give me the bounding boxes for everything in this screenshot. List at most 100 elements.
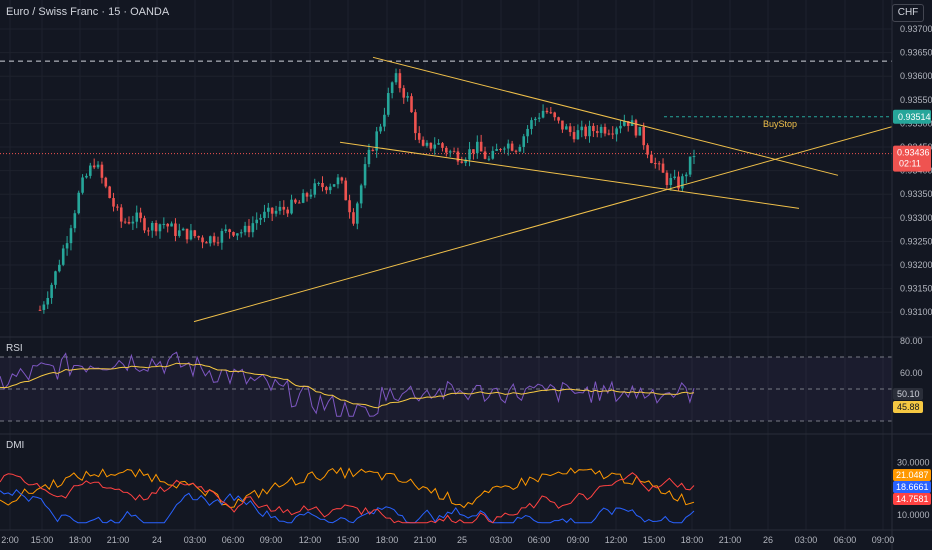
candle-body (119, 207, 123, 222)
candle-body (530, 120, 533, 129)
candle-body (495, 149, 498, 151)
candle-body (452, 151, 456, 153)
candle-body (681, 176, 684, 189)
time-tick-label: 26 (763, 535, 773, 545)
candle-body (73, 213, 77, 229)
candle-body (410, 96, 413, 113)
candle-body (309, 194, 313, 197)
dmi-tick-label: 30.0000 (897, 457, 930, 467)
candle-body (406, 96, 409, 98)
candle-body (282, 206, 286, 210)
candle-body (673, 176, 676, 179)
candle-body (483, 151, 487, 159)
candle-body (305, 193, 309, 197)
candle-body (278, 206, 282, 211)
price-tick-label: 0.93300 (900, 213, 932, 223)
price-tick-label: 0.93150 (900, 284, 932, 294)
candle-body (205, 242, 208, 244)
candle-body (112, 198, 115, 207)
candle-body (224, 229, 228, 232)
dmi-badge-bg (893, 469, 931, 481)
current-price-badge: 0.93436 (897, 148, 930, 158)
candle-body (325, 187, 328, 191)
adx-line (0, 466, 695, 509)
rsi-value-badge: 50.10 (897, 389, 920, 399)
time-tick-label: 06:00 (528, 535, 551, 545)
candle-body (669, 178, 673, 185)
currency-button[interactable]: CHF (892, 4, 924, 22)
candle-body (108, 186, 111, 199)
candle-body (270, 207, 274, 214)
candle-body (228, 229, 231, 233)
price-tick-label: 0.93550 (900, 95, 932, 105)
candle-body (139, 212, 142, 219)
candle-body (332, 184, 336, 187)
candle-body (208, 236, 212, 244)
candle-body (379, 126, 382, 132)
symbol-title[interactable]: Euro / Swiss Franc · 15 · OANDA (6, 6, 170, 18)
candle-body (162, 223, 166, 225)
candle-body (688, 156, 692, 175)
candle-body (104, 177, 108, 187)
candle-body (615, 128, 618, 135)
candle-body (398, 73, 402, 89)
candle-body (201, 237, 204, 243)
trendline (339, 141, 800, 209)
candle-body (479, 141, 483, 152)
trendline (372, 56, 839, 176)
candle-body (390, 82, 394, 94)
candle-body (665, 172, 669, 185)
candle-body (383, 114, 386, 127)
candle-body (197, 236, 200, 238)
candle-body (441, 143, 444, 148)
candle-body (464, 159, 467, 163)
dmi-tick-label: 10.0000 (897, 510, 930, 520)
candle-body (158, 224, 162, 232)
price-tick-label: 0.93700 (900, 24, 932, 34)
candle-body (170, 223, 173, 227)
time-tick-label: 25 (457, 535, 467, 545)
buystop-label: BuyStop (763, 119, 797, 129)
axis-labels: 0.937000.936500.936000.935500.935000.934… (1, 24, 932, 545)
candle-body (623, 121, 626, 126)
rsi-line (0, 351, 695, 417)
candle-body (267, 207, 270, 212)
candle-body (328, 186, 332, 191)
candle-body (77, 192, 80, 214)
time-tick-label: 09:00 (567, 535, 590, 545)
time-tick-label: 18:00 (376, 535, 399, 545)
trendline (193, 126, 893, 323)
candle-body (661, 163, 665, 173)
candle-body (549, 112, 553, 114)
price-tick-label: 0.93100 (900, 307, 932, 317)
candle-body (251, 223, 255, 233)
candle-body (595, 131, 599, 133)
candle-body (189, 230, 193, 240)
candle-body (386, 93, 390, 115)
rsi-ma-line (0, 362, 695, 409)
candle-body (54, 271, 57, 285)
candle-body (646, 145, 649, 155)
candle-body (96, 164, 100, 168)
dmi-label[interactable]: DMI (6, 440, 25, 451)
candle-body (58, 264, 61, 272)
candle-body (255, 219, 259, 224)
candle-body (123, 221, 127, 223)
candle-body (150, 222, 154, 231)
candle-body (263, 211, 266, 219)
price-pane: BuyStop (0, 60, 892, 314)
dmi-minus-line (0, 472, 695, 524)
candle-body (654, 163, 657, 165)
candle-body (356, 203, 359, 224)
candle-body (274, 210, 278, 214)
candle-body (367, 149, 371, 165)
time-tick-label: 09:00 (260, 535, 283, 545)
time-tick-label: 06:00 (222, 535, 245, 545)
candle-body (259, 218, 262, 220)
candle-body (220, 231, 224, 243)
rsi-label[interactable]: RSI (6, 343, 23, 354)
candle-body (181, 228, 185, 231)
candle-body (564, 126, 568, 130)
